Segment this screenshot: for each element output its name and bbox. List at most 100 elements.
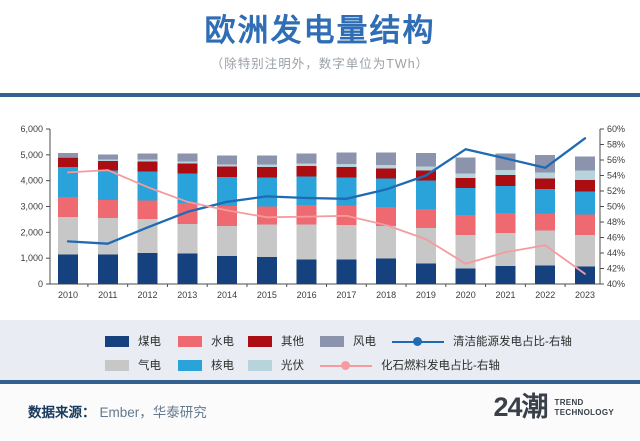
footer: 数据来源： Ember，华泰研究 24潮 TREND TECHNOLOGY [0,384,640,441]
left-axis-tick-label: 5,000 [20,150,43,160]
bar-segment-nuclear [336,177,357,206]
x-axis-label: 2016 [297,290,317,300]
legend-swatch-hydro [178,335,202,347]
data-source-label: 数据来源： [28,405,96,420]
bar-segment-gas [415,227,436,264]
legend-swatch-gas [105,359,129,371]
logo-sub-line1: TREND [554,397,584,407]
bar-segment-other [58,157,78,168]
x-axis-label: 2012 [138,290,158,300]
data-source-value: Ember，华泰研究 [99,405,207,420]
divider-bottom [0,380,640,384]
bar-segment-nuclear [58,167,78,198]
bar-segment-hydro [58,197,78,217]
bar-segment-coal [455,268,476,284]
x-axis-label: 2021 [495,290,515,300]
bar-segment-gas [177,223,198,254]
bar-segment-solar [256,164,277,168]
legend-label-gas: 气电 [138,360,161,372]
bar-segment-coal [495,265,516,284]
line-fossil-share [67,169,586,275]
left-axis-tick-label: 6,000 [20,124,43,134]
bar-segment-solar [495,170,516,175]
bar-segment-nuclear [495,185,516,214]
bar-segment-nuclear [256,177,277,207]
bar-segment-wind [256,155,277,165]
chart-legend: 煤电 水电 其他 风电 清洁能源发电占比-右轴 气电 核电 光伏 化石燃料发电占比-右轴 [0,320,640,380]
bar-segment-hydro [376,206,397,227]
legend-swatch-nuclear [178,359,202,371]
bar-segment-solar [58,156,78,158]
bar-segment-gas [256,224,277,257]
bar-segment-coal [177,253,198,284]
bar-segment-coal [376,258,397,284]
bar-segment-wind [535,154,556,173]
x-axis-label: 2023 [575,290,595,300]
right-axis-tick-label: 56% [607,155,625,165]
left-axis-tick-label: 3,000 [20,202,43,212]
bar-segment-hydro [177,202,198,224]
right-axis-tick-label: 58% [607,140,625,150]
x-axis-label: 2014 [217,290,237,300]
legend-line-marker-fossil-share [320,360,372,371]
bar-segment-solar [217,164,238,167]
bar-segment-solar [137,159,158,162]
right-axis-tick-label: 40% [607,279,625,289]
bar-segment-wind [97,154,118,160]
right-axis-tick-label: 42% [607,264,625,274]
bar-segment-other [575,180,595,192]
bar-segment-solar [376,164,397,169]
legend-label-fossil-share: 化石燃料发电占比-右轴 [381,360,500,372]
bar-segment-coal [256,256,277,284]
bar-segment-nuclear [575,191,595,215]
bar-segment-hydro [415,208,436,228]
right-axis-tick-label: 60% [607,124,625,134]
bar-segment-other [336,166,357,178]
header: 欧洲发电量结构 （除特别注明外，数字单位为TWh） [0,0,640,93]
legend-line-marker-clean-share [392,336,444,347]
legend-item-hydro: 水电 [178,334,234,348]
bar-segment-gas [137,219,158,253]
bar-segment-other [256,167,277,178]
divider-top [0,93,640,97]
legend-label-coal: 煤电 [138,336,161,348]
legend-item-clean-share: 清洁能源发电占比-右轴 [392,334,572,348]
x-axis-label: 2017 [336,290,356,300]
legend-label-nuclear: 核电 [211,360,234,372]
legend-item-nuclear: 核电 [178,358,234,372]
logo-trend-technology: TREND TECHNOLOGY [555,398,614,418]
legend-label-clean-share: 清洁能源发电占比-右轴 [453,336,572,348]
x-axis-label: 2010 [58,290,78,300]
bar-segment-other [455,177,476,189]
bar-segment-other [296,166,317,177]
bar-segment-coal [535,265,556,284]
bar-segment-wind [455,157,476,174]
data-source: 数据来源： Ember，华泰研究 [28,401,207,421]
x-axis-label: 2013 [177,290,197,300]
bar-segment-gas [336,225,357,260]
bar-segment-other [137,161,158,172]
bar-segment-hydro [455,214,476,235]
bar-segment-hydro [256,206,277,225]
bar-segment-hydro [575,214,595,235]
legend-item-fossil-share: 化石燃料发电占比-右轴 [320,358,500,372]
x-axis-label: 2020 [456,290,476,300]
bar-segment-gas [376,226,397,259]
bar-segment-other [177,163,198,174]
x-axis-label: 2018 [376,290,396,300]
left-axis-tick-label: 1,000 [20,253,43,263]
bar-segment-wind [336,152,357,164]
right-axis-tick-label: 52% [607,186,625,196]
bar-segment-gas [58,216,78,255]
bar-segment-nuclear [177,173,198,203]
left-axis-tick-label: 0 [38,279,43,289]
bar-segment-nuclear [97,170,118,201]
bar-segment-nuclear [415,180,436,209]
legend-label-solar: 光伏 [281,360,304,372]
bar-segment-gas [97,218,118,255]
bar-segment-hydro [137,200,158,220]
bar-segment-other [495,174,516,186]
bar-segment-solar [336,163,357,167]
legend-label-other: 其他 [281,336,304,348]
right-axis-tick-label: 50% [607,202,625,212]
